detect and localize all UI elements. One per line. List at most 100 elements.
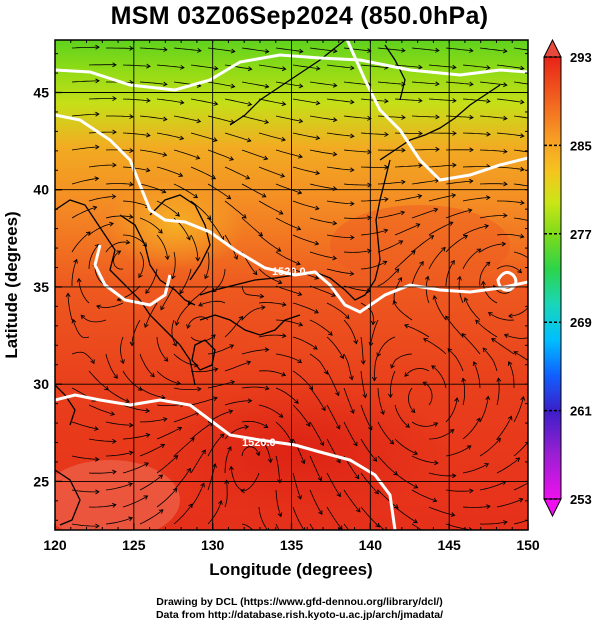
streamline <box>156 98 184 104</box>
streamline-arrowhead <box>469 81 474 87</box>
streamline <box>275 285 302 296</box>
streamline-arrowhead <box>382 260 388 266</box>
streamline <box>173 387 201 390</box>
streamline <box>241 47 269 53</box>
streamline-arrowhead <box>390 364 395 369</box>
streamline <box>258 302 286 306</box>
streamline-arrowhead <box>315 65 321 71</box>
streamline <box>309 455 322 481</box>
colorbar-max-arrow <box>543 38 562 58</box>
streamline-arrowhead <box>246 137 252 143</box>
streamline <box>241 349 269 355</box>
streamline-arrowhead <box>441 246 446 252</box>
streamline-arrowhead <box>160 305 165 311</box>
streamline-arrowhead <box>519 65 525 71</box>
streamline-arrowhead <box>264 385 270 391</box>
x-tick-label: 120 <box>43 537 67 553</box>
streamline-arrowhead <box>463 297 469 302</box>
streamline <box>139 217 163 234</box>
streamline-arrowhead <box>172 341 177 347</box>
streamline <box>292 132 320 139</box>
streamline <box>258 334 286 338</box>
streamline-arrowhead <box>332 151 338 157</box>
streamline <box>139 509 164 525</box>
streamline-arrowhead <box>112 96 117 101</box>
streamline-arrowhead <box>213 367 219 372</box>
streamline <box>230 466 243 491</box>
streamline <box>173 437 195 457</box>
streamline <box>343 421 358 446</box>
streamline <box>496 132 524 137</box>
streamline-arrowhead <box>297 291 303 297</box>
streamline-arrowhead <box>503 213 508 218</box>
streamline-arrowhead <box>261 305 266 310</box>
streamline-arrowhead <box>362 393 368 399</box>
streamline-arrowhead <box>486 65 491 71</box>
streamline <box>428 194 456 202</box>
streamline-arrowhead <box>71 318 77 324</box>
streamline <box>309 251 337 259</box>
streamline-arrowhead <box>349 167 355 173</box>
streamline-arrowhead <box>163 81 168 87</box>
streamline <box>88 370 109 391</box>
streamline <box>241 306 265 321</box>
streamline <box>390 353 413 369</box>
streamline <box>275 421 293 444</box>
streamline <box>445 260 455 287</box>
contour-label: 1520.0 <box>242 437 276 449</box>
streamline-arrowhead <box>484 463 490 468</box>
streamline-arrowhead <box>112 162 117 168</box>
streamline <box>105 215 133 219</box>
streamline <box>292 200 319 210</box>
streamline <box>71 177 99 185</box>
streamline-arrowhead <box>296 225 302 231</box>
streamline <box>96 302 124 308</box>
streamline <box>462 225 489 236</box>
streamline-arrowhead <box>515 457 521 463</box>
streamline <box>360 64 388 69</box>
streamline <box>377 181 405 185</box>
streamline-arrowhead <box>158 474 164 479</box>
streamline-arrowhead <box>404 372 409 377</box>
streamline-arrowhead <box>366 248 372 254</box>
streamline-arrowhead <box>230 48 236 54</box>
streamline-arrowhead <box>503 115 508 121</box>
streamline-arrowhead <box>142 242 148 247</box>
streamline <box>309 81 337 87</box>
streamline-arrowhead <box>469 488 474 494</box>
streamline <box>190 368 218 373</box>
streamline-arrowhead <box>332 220 338 226</box>
streamline <box>105 241 130 253</box>
streamline-arrowhead <box>278 210 284 215</box>
streamline-arrowhead <box>163 357 169 362</box>
streamline-arrowhead <box>247 398 253 404</box>
streamline-arrowhead <box>367 182 372 188</box>
streamline <box>122 200 150 208</box>
streamline <box>224 166 250 179</box>
streamline-arrowhead <box>431 365 436 370</box>
streamline-arrowhead <box>295 260 301 266</box>
streamline-arrowhead <box>485 261 491 267</box>
streamline-arrowhead <box>486 504 491 510</box>
streamline <box>462 132 491 135</box>
streamline <box>207 149 234 161</box>
streamline-arrowhead <box>314 309 319 314</box>
streamline-arrowhead <box>259 536 263 540</box>
streamline <box>122 64 151 67</box>
streamline-arrowhead <box>163 47 168 52</box>
streamline <box>106 115 134 118</box>
streamline <box>326 472 341 497</box>
streamline <box>394 250 416 270</box>
streamline-arrowhead <box>380 410 385 416</box>
streamline <box>428 98 456 102</box>
credit-drawing: Drawing by DCL (https://www.gfd-dennou.o… <box>156 596 443 608</box>
streamline-arrowhead <box>229 344 235 349</box>
streamline-arrowhead <box>129 422 134 428</box>
coastlines <box>55 40 501 526</box>
streamline <box>411 179 439 185</box>
streamline <box>173 468 191 491</box>
streamline-arrowhead <box>278 413 284 418</box>
streamline-arrowhead <box>190 437 195 442</box>
streamline-arrowhead <box>476 248 482 253</box>
streamline <box>464 297 481 321</box>
